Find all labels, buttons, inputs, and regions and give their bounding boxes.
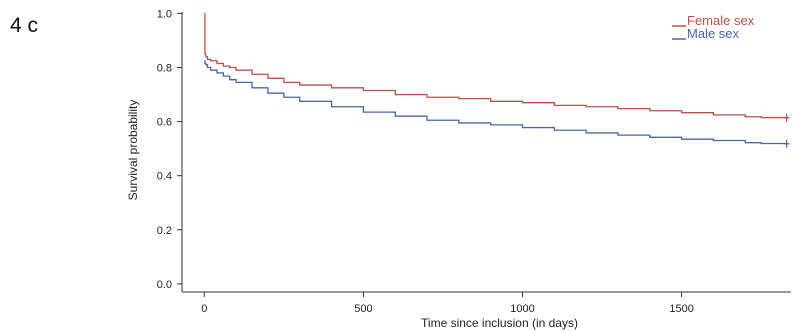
legend-label: Male sex — [687, 26, 740, 41]
x-tick-label: 0 — [201, 303, 207, 315]
y-tick-label: 0.6 — [157, 117, 172, 129]
series-layer — [204, 12, 790, 148]
y-tick-label: 0.8 — [157, 63, 172, 75]
y-tick-label: 0.4 — [157, 171, 172, 183]
series-line-male — [204, 60, 788, 145]
axes: 0.0 0.2 0.4 0.6 0.8 1.0 0 500 1000 1500 — [157, 8, 791, 315]
legend-label: Female sex — [687, 13, 755, 28]
y-tick-label: 1.0 — [157, 8, 172, 20]
y-axis-title: Survival probability — [126, 100, 140, 201]
x-tick-label: 1500 — [669, 303, 693, 315]
panel-label: 4 c — [10, 14, 39, 37]
x-tick-label: 500 — [354, 303, 372, 315]
y-tick-label: 0.0 — [157, 279, 172, 291]
series-line-female — [204, 12, 788, 119]
x-tick-label: 1000 — [510, 303, 534, 315]
y-tick-label: 0.2 — [157, 225, 172, 237]
x-axis-title: Time since inclusion (in days) — [421, 316, 578, 330]
